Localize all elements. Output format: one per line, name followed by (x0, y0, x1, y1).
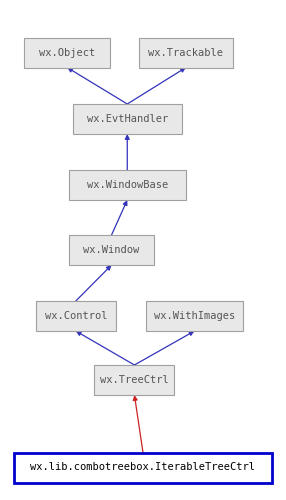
Text: wx.Object: wx.Object (39, 48, 95, 58)
Text: wx.Window: wx.Window (84, 245, 140, 255)
FancyBboxPatch shape (24, 38, 110, 68)
Text: wx.WindowBase: wx.WindowBase (87, 180, 168, 190)
Text: wx.lib.combotreebox.IterableTreeCtrl: wx.lib.combotreebox.IterableTreeCtrl (31, 462, 255, 472)
FancyBboxPatch shape (36, 301, 116, 331)
Text: wx.EvtHandler: wx.EvtHandler (87, 114, 168, 124)
FancyBboxPatch shape (69, 235, 154, 265)
FancyBboxPatch shape (69, 170, 186, 200)
Text: wx.TreeCtrl: wx.TreeCtrl (100, 375, 169, 385)
Text: wx.Trackable: wx.Trackable (148, 48, 223, 58)
Text: wx.Control: wx.Control (45, 311, 107, 321)
Text: wx.WithImages: wx.WithImages (154, 311, 235, 321)
FancyBboxPatch shape (73, 104, 182, 134)
FancyBboxPatch shape (14, 452, 272, 482)
FancyBboxPatch shape (139, 38, 233, 68)
FancyBboxPatch shape (146, 301, 243, 331)
FancyBboxPatch shape (94, 365, 174, 395)
